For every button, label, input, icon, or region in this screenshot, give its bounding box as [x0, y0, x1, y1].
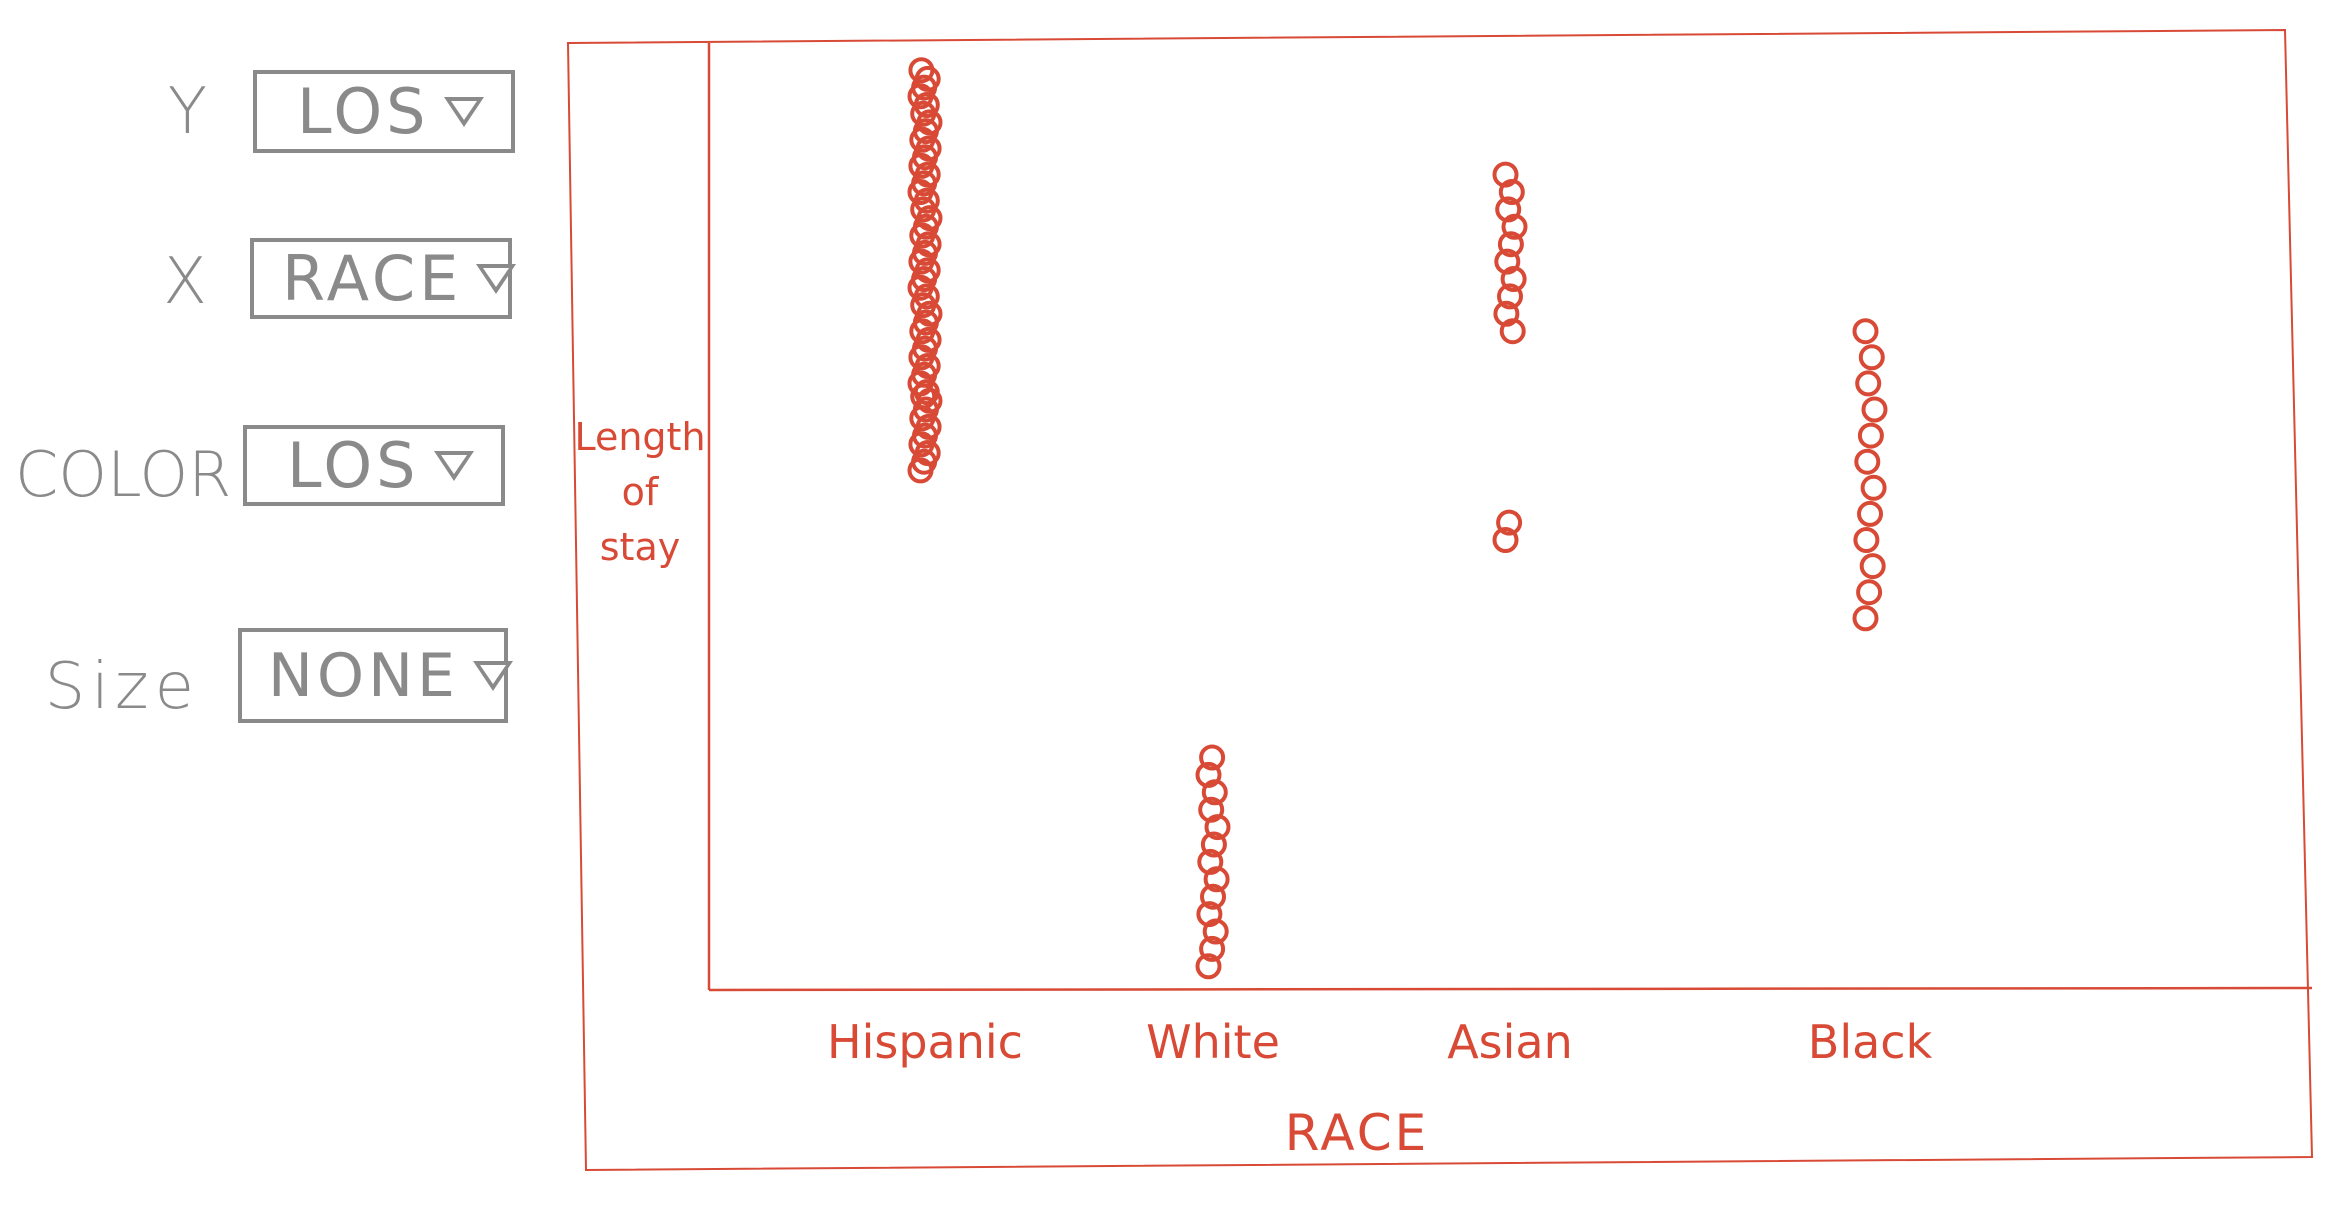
data-point — [1854, 448, 1881, 475]
data-point — [1497, 283, 1523, 310]
color-control-label: COLOR — [15, 438, 232, 511]
data-point — [1857, 422, 1884, 449]
data-point — [1493, 300, 1520, 327]
data-point — [1492, 161, 1519, 188]
data-point — [1195, 761, 1222, 788]
data-points — [907, 57, 1888, 980]
data-point — [1202, 918, 1229, 945]
data-point — [1204, 814, 1231, 841]
data-point — [1860, 474, 1887, 501]
y-axis-label-line: of — [622, 470, 660, 514]
data-point — [1203, 866, 1230, 893]
data-point — [1199, 935, 1226, 962]
data-point — [908, 57, 935, 84]
data-point — [1501, 213, 1528, 240]
x-select-value: RACE — [282, 242, 463, 315]
x-tick-label: Hispanic — [827, 1015, 1023, 1069]
y-select[interactable]: LOS — [253, 70, 515, 153]
data-point — [1196, 901, 1223, 928]
data-point — [1496, 509, 1523, 536]
x-select[interactable]: RACE — [250, 238, 517, 319]
size-select[interactable]: NONE — [238, 628, 513, 723]
x-tick-label: White — [1146, 1015, 1280, 1069]
data-point — [1200, 831, 1227, 858]
data-point — [1859, 553, 1886, 580]
y-axis-label-line: stay — [600, 525, 680, 569]
y-axis-label: Length of stay — [574, 415, 705, 569]
y-select-value: LOS — [297, 75, 430, 148]
data-point — [1495, 196, 1522, 223]
data-point — [1861, 396, 1888, 423]
data-point — [1857, 500, 1883, 527]
chevron-down-icon — [476, 263, 517, 294]
data-point — [1494, 248, 1521, 275]
x-tick-labels: Hispanic White Asian Black — [827, 1015, 1933, 1069]
data-point — [1500, 266, 1527, 292]
x-tick-label: Asian — [1447, 1015, 1573, 1069]
chevron-down-icon — [443, 96, 484, 127]
x-axis-label: RACE — [1285, 1104, 1430, 1162]
data-point — [1497, 231, 1524, 258]
size-select-value: NONE — [268, 640, 459, 711]
data-point — [1201, 779, 1228, 806]
data-point — [1498, 179, 1525, 205]
x-axis-line — [708, 986, 2313, 992]
data-point — [1852, 318, 1879, 345]
chart-frame — [566, 28, 2314, 1172]
data-point — [1856, 579, 1883, 606]
data-point — [1199, 744, 1226, 771]
x-control-label: X — [163, 245, 210, 319]
y-control-label: Y — [167, 75, 210, 149]
chevron-down-icon — [433, 450, 474, 481]
data-point — [1853, 527, 1880, 553]
data-point — [1198, 796, 1225, 823]
x-tick-label: Black — [1808, 1015, 1933, 1069]
data-point — [1852, 605, 1879, 632]
data-point — [1499, 318, 1526, 345]
data-point — [1492, 527, 1519, 553]
data-point — [1858, 344, 1885, 371]
y-axis-label-line: Length — [574, 415, 705, 459]
data-point — [1197, 848, 1224, 875]
data-point — [1200, 883, 1226, 910]
data-point — [1195, 953, 1222, 980]
size-control-label: Size — [44, 650, 200, 724]
data-point — [1855, 370, 1882, 397]
color-select-value: LOS — [287, 429, 420, 502]
chevron-down-icon — [472, 660, 513, 691]
color-select[interactable]: LOS — [243, 425, 505, 506]
